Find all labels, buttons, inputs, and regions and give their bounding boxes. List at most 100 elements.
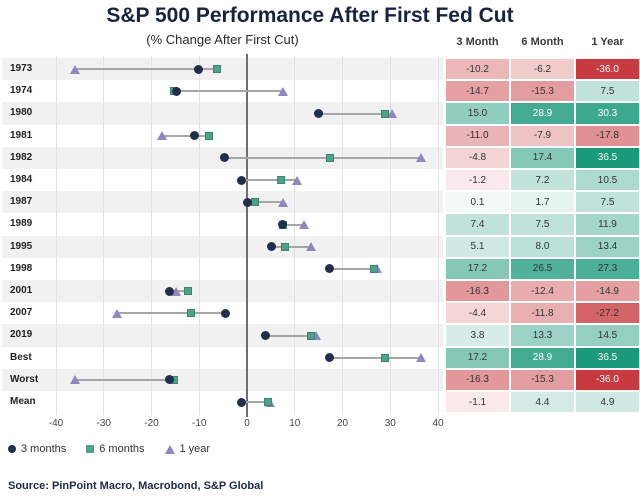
connector-line: [271, 245, 311, 248]
marker-1-year: [112, 308, 123, 318]
heatmap-cell: 7.5: [511, 214, 574, 235]
heatmap-cell: -6.2: [511, 59, 574, 80]
marker-6-months: [380, 353, 389, 362]
gridline: [389, 56, 391, 416]
row-stripe: [2, 235, 443, 258]
marker-1-year: [70, 375, 81, 385]
marker-1-year: [298, 220, 309, 229]
marker-1-year: [277, 197, 288, 207]
square-legend-icon: [86, 445, 95, 453]
connector-line: [318, 112, 392, 115]
x-tick-label: 20: [336, 418, 349, 430]
marker-3-months: [266, 242, 276, 252]
circle-legend-icon: [8, 445, 16, 453]
row-label: 1980: [10, 107, 33, 119]
heatmap-cell: 7.4: [446, 214, 509, 235]
row-label: 1989: [10, 218, 33, 230]
connector-line: [241, 179, 298, 182]
gridline: [198, 56, 200, 416]
heatmap-cell: 36.5: [576, 347, 639, 368]
heatmap-cell: -36.0: [576, 369, 639, 390]
heatmap-cell: -15.3: [511, 81, 574, 102]
connector-line: [247, 201, 283, 204]
marker-1-year: [311, 331, 322, 340]
heatmap-cell: 27.3: [576, 258, 639, 279]
row-label: Worst: [10, 373, 39, 385]
heatmap-cell: 7.5: [576, 192, 639, 213]
marker-1-year: [305, 242, 316, 252]
x-tick-label: -30: [96, 418, 111, 430]
marker-1-year: [416, 153, 427, 163]
gridline: [294, 56, 296, 416]
heatmap-cell: -4.8: [446, 147, 509, 168]
heatmap-cell: -10.2: [446, 59, 509, 80]
marker-3-months: [193, 64, 203, 74]
heatmap-cell: 17.4: [511, 147, 574, 168]
heatmap-cell: 4.9: [576, 392, 639, 413]
heatmap-cell: 11.9: [576, 214, 639, 235]
heatmap-cell: 4.4: [511, 392, 574, 413]
row-stripe: [2, 191, 443, 214]
row-label: 1982: [10, 151, 33, 163]
marker-3-months: [164, 286, 174, 296]
marker-6-months: [277, 176, 286, 185]
legend: 3 months 6 months 1 year: [8, 443, 210, 455]
connector-line: [117, 312, 226, 315]
heatmap-cell: -27.2: [576, 303, 639, 324]
marker-3-months: [260, 331, 270, 340]
legend-label: 6 months: [99, 443, 145, 455]
connector-line: [282, 223, 304, 226]
x-tick-label: -10: [192, 418, 207, 430]
marker-1-year: [157, 131, 167, 141]
marker-6-months: [205, 131, 214, 140]
marker-1-year: [170, 286, 181, 296]
row-label: 1987: [10, 196, 33, 208]
marker-3-months: [277, 220, 287, 229]
legend-item: 1 year: [164, 443, 211, 455]
chart-title: S&P 500 Performance After First Fed Cut: [106, 4, 514, 27]
marker-3-months: [324, 264, 334, 274]
marker-3-months: [219, 153, 229, 163]
marker-3-months: [172, 86, 182, 96]
heatmap-cell: -11.0: [446, 125, 509, 146]
x-tick-label: -40: [48, 418, 64, 430]
marker-6-months: [306, 331, 315, 340]
marker-6-months: [380, 109, 389, 118]
x-tick-label: 40: [432, 418, 444, 430]
heatmap-cell: 17.2: [446, 347, 509, 368]
heatmap-cell: 5.1: [446, 236, 509, 257]
legend-label: 3 months: [21, 443, 67, 455]
connector-line: [241, 401, 271, 404]
heatmap-cell: 36.5: [576, 147, 639, 168]
heatmap-cell: -14.7: [446, 81, 509, 102]
connector-line: [162, 134, 210, 137]
legend-item: 3 months: [8, 443, 66, 455]
connector-line: [75, 68, 218, 71]
legend-label: 1 year: [179, 443, 211, 455]
marker-3-months: [242, 197, 252, 207]
heatmap-cell: -14.9: [576, 281, 639, 302]
heatmap-cell: 13.4: [576, 236, 639, 257]
marker-6-months: [186, 309, 195, 318]
marker-3-months: [221, 308, 231, 318]
gridline: [103, 56, 105, 416]
row-label: 1998: [10, 262, 33, 274]
marker-1-year: [292, 175, 303, 185]
row-stripe: [2, 102, 443, 125]
heatmap-cell: 17.2: [446, 258, 509, 279]
heatmap-cell: 1.7: [511, 192, 574, 213]
heatmap-cell: -7.9: [511, 125, 574, 146]
connector-line: [329, 267, 378, 270]
gridline: [55, 56, 57, 416]
row-stripe: [2, 280, 443, 303]
marker-6-months: [326, 153, 335, 162]
connector-line: [329, 356, 422, 359]
row-label: 1995: [10, 240, 33, 252]
connector-line: [75, 378, 174, 381]
row-label: Mean: [10, 396, 36, 407]
gridline: [342, 56, 343, 416]
heatmap-cell: 15.0: [446, 103, 509, 124]
heatmap-cell: -15.3: [511, 369, 574, 390]
